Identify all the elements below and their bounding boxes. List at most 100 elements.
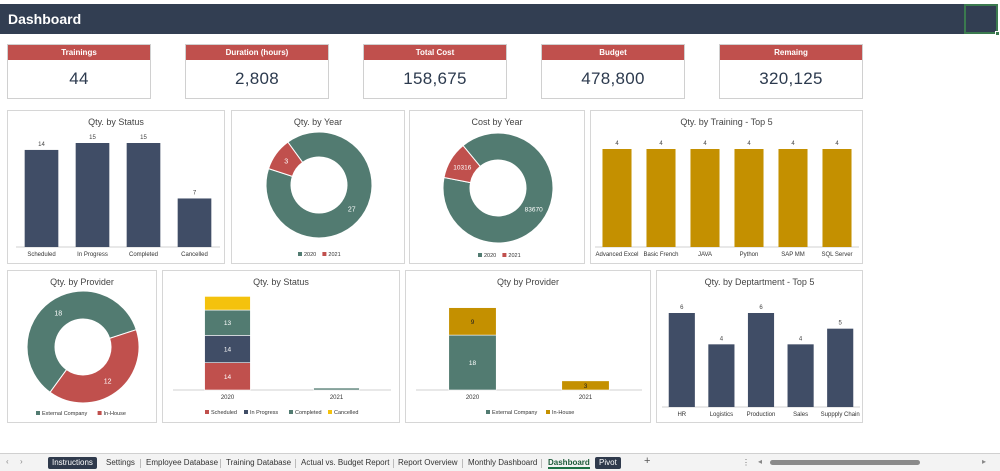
tick-label: Cancelled: [181, 252, 208, 258]
tab-dashboard[interactable]: Dashboard: [548, 458, 590, 469]
tab-employee-database[interactable]: Employee Database: [146, 458, 219, 467]
tab-scroll-right-icon[interactable]: ›: [20, 457, 23, 466]
tab-monthly-dashboard[interactable]: Monthly Dashboard: [468, 458, 538, 467]
tick-label: Logistics: [710, 412, 733, 418]
cost-year-svg: 83670 10316 2020 2021: [442, 132, 554, 259]
chart-title: Qty. by Training - Top 5: [680, 117, 773, 127]
data-label: 4: [615, 141, 619, 147]
data-label: 5: [839, 321, 843, 327]
stack-in-house: [561, 380, 610, 391]
tab-scroll-left-icon[interactable]: ‹: [6, 457, 9, 466]
scroll-right-icon[interactable]: ▸: [982, 457, 987, 466]
bar-in-progress: [75, 143, 110, 247]
legend-swatch: [502, 253, 507, 257]
tab-instructions[interactable]: Instructions: [48, 457, 97, 469]
tick-label: HR: [677, 412, 686, 418]
pie-slice-external-company: [26, 290, 137, 394]
tick-label: Completed: [129, 252, 158, 258]
stack-cancelled: [204, 296, 251, 311]
segment-label: 14: [224, 374, 232, 381]
add-sheet-icon[interactable]: +: [644, 455, 651, 467]
slice-label: 10316: [453, 164, 471, 171]
tab-training-database[interactable]: Training Database: [226, 458, 292, 467]
kpi-label: Total Cost: [364, 45, 506, 60]
fill-handle[interactable]: [995, 31, 1000, 36]
bar-advanced-excel: [602, 149, 632, 247]
chart-qty-by-year[interactable]: Qty. by Year 27 3 2020 2021: [231, 110, 405, 264]
scroll-thumb[interactable]: [770, 460, 920, 465]
tick-label: SAP MM: [781, 252, 805, 258]
scroll-left-icon[interactable]: ◂: [758, 457, 763, 466]
stack-completed: [313, 387, 360, 391]
legend-swatch: [486, 410, 490, 414]
data-label: 4: [659, 141, 663, 147]
bar-hr: [668, 313, 695, 407]
tab-pivot[interactable]: Pivot: [595, 457, 621, 469]
kpi-label: Duration (hours): [186, 45, 328, 60]
bar-cancelled: [177, 198, 212, 247]
bar-suppply-chain: [827, 328, 854, 407]
legend-label: In-House: [104, 411, 126, 417]
selected-cell[interactable]: [964, 4, 1000, 36]
slice-label: 27: [348, 206, 356, 213]
chart-title: Cost by Year: [471, 117, 523, 127]
legend-swatch: [244, 410, 248, 414]
more-options-icon[interactable]: ⋮: [742, 458, 750, 467]
tab-settings[interactable]: Settings: [106, 458, 135, 467]
kpi-value: 44: [69, 69, 89, 88]
tab-report-overview[interactable]: Report Overview: [398, 458, 458, 467]
qty-training-svg: 4 Advanced Excel 4 Basic French 4 JAVA 4 Python…: [595, 141, 859, 258]
chart-cost-by-year[interactable]: Cost by Year 83670 10316 2020 2021: [409, 110, 585, 264]
tick-label: 2021: [579, 395, 593, 401]
legend-label: In-House: [552, 410, 574, 416]
tick-label: In Progress: [77, 252, 108, 258]
tick-label: Scheduled: [27, 252, 55, 258]
bar-java: [690, 149, 720, 247]
page-title: Dashboard: [8, 11, 82, 27]
data-label: 15: [89, 135, 96, 141]
tab-separator: [220, 459, 221, 468]
segment-label: 13: [224, 320, 232, 327]
tick-label: Suppply Chain: [821, 412, 860, 418]
bar-scheduled: [24, 149, 59, 247]
kpi-trainings: Trainings 44: [7, 44, 151, 99]
data-label: 4: [703, 141, 707, 147]
horizontal-scrollbar[interactable]: ◂ ▸: [758, 457, 990, 466]
tab-actual-vs-budget[interactable]: Actual vs. Budget Report: [301, 458, 390, 467]
tick-label: 2020: [466, 395, 480, 401]
bar-sales: [787, 344, 814, 407]
legend-label: 2021: [508, 253, 520, 259]
kpi-label: Budget: [542, 45, 684, 60]
data-label: 7: [193, 190, 197, 196]
kpi-value: 158,675: [403, 69, 467, 88]
kpi-value: 320,125: [759, 69, 823, 88]
chart-qty-by-status-stacked[interactable]: Qty. by Status 14 14 13 2020 2021 Scheduled In…: [162, 270, 400, 423]
pie-slice-in-house: [49, 329, 140, 404]
tab-separator: [140, 459, 141, 468]
pie-slice-2020: [442, 132, 554, 244]
slice-label: 12: [104, 378, 112, 385]
kpi-label: Remaing: [720, 45, 862, 60]
legend-label: 2021: [328, 252, 340, 258]
tick-label: Production: [747, 412, 776, 418]
qty-department-svg: 6 HR 4 Logistics 6 Production 4 Sales 5 Suppply C…: [662, 305, 860, 418]
data-label: 4: [747, 141, 751, 147]
bar-basic-french: [646, 149, 676, 247]
pie-slice-2021: [443, 144, 481, 184]
data-label: 14: [38, 142, 45, 148]
tick-label: SQL Server: [821, 252, 852, 258]
chart-qty-by-department[interactable]: Qty. by Deptartment - Top 5 6 HR 4 Logistic…: [656, 270, 863, 423]
chart-qty-by-training[interactable]: Qty. by Training - Top 5 4 Advanced Excel…: [590, 110, 863, 264]
chart-qty-by-provider-stacked[interactable]: Qty by Provider 18 9 2020 3 2021 External Com…: [405, 270, 651, 423]
bar-logistics: [708, 344, 735, 407]
tick-label: JAVA: [698, 252, 712, 258]
legend-label: Scheduled: [211, 410, 237, 416]
chart-qty-by-status[interactable]: Qty. by Status 14 Scheduled 15 In Progress 1…: [7, 110, 225, 264]
tick-label: Advanced Excel: [595, 252, 638, 258]
data-label: 4: [799, 336, 803, 342]
legend-label: External Company: [492, 410, 537, 416]
chart-qty-by-provider[interactable]: Qty. by Provider 18 12 External Company In-…: [7, 270, 157, 423]
bar-python: [734, 149, 764, 247]
pie-slice-2020: [265, 131, 373, 239]
legend-swatch: [546, 410, 550, 414]
